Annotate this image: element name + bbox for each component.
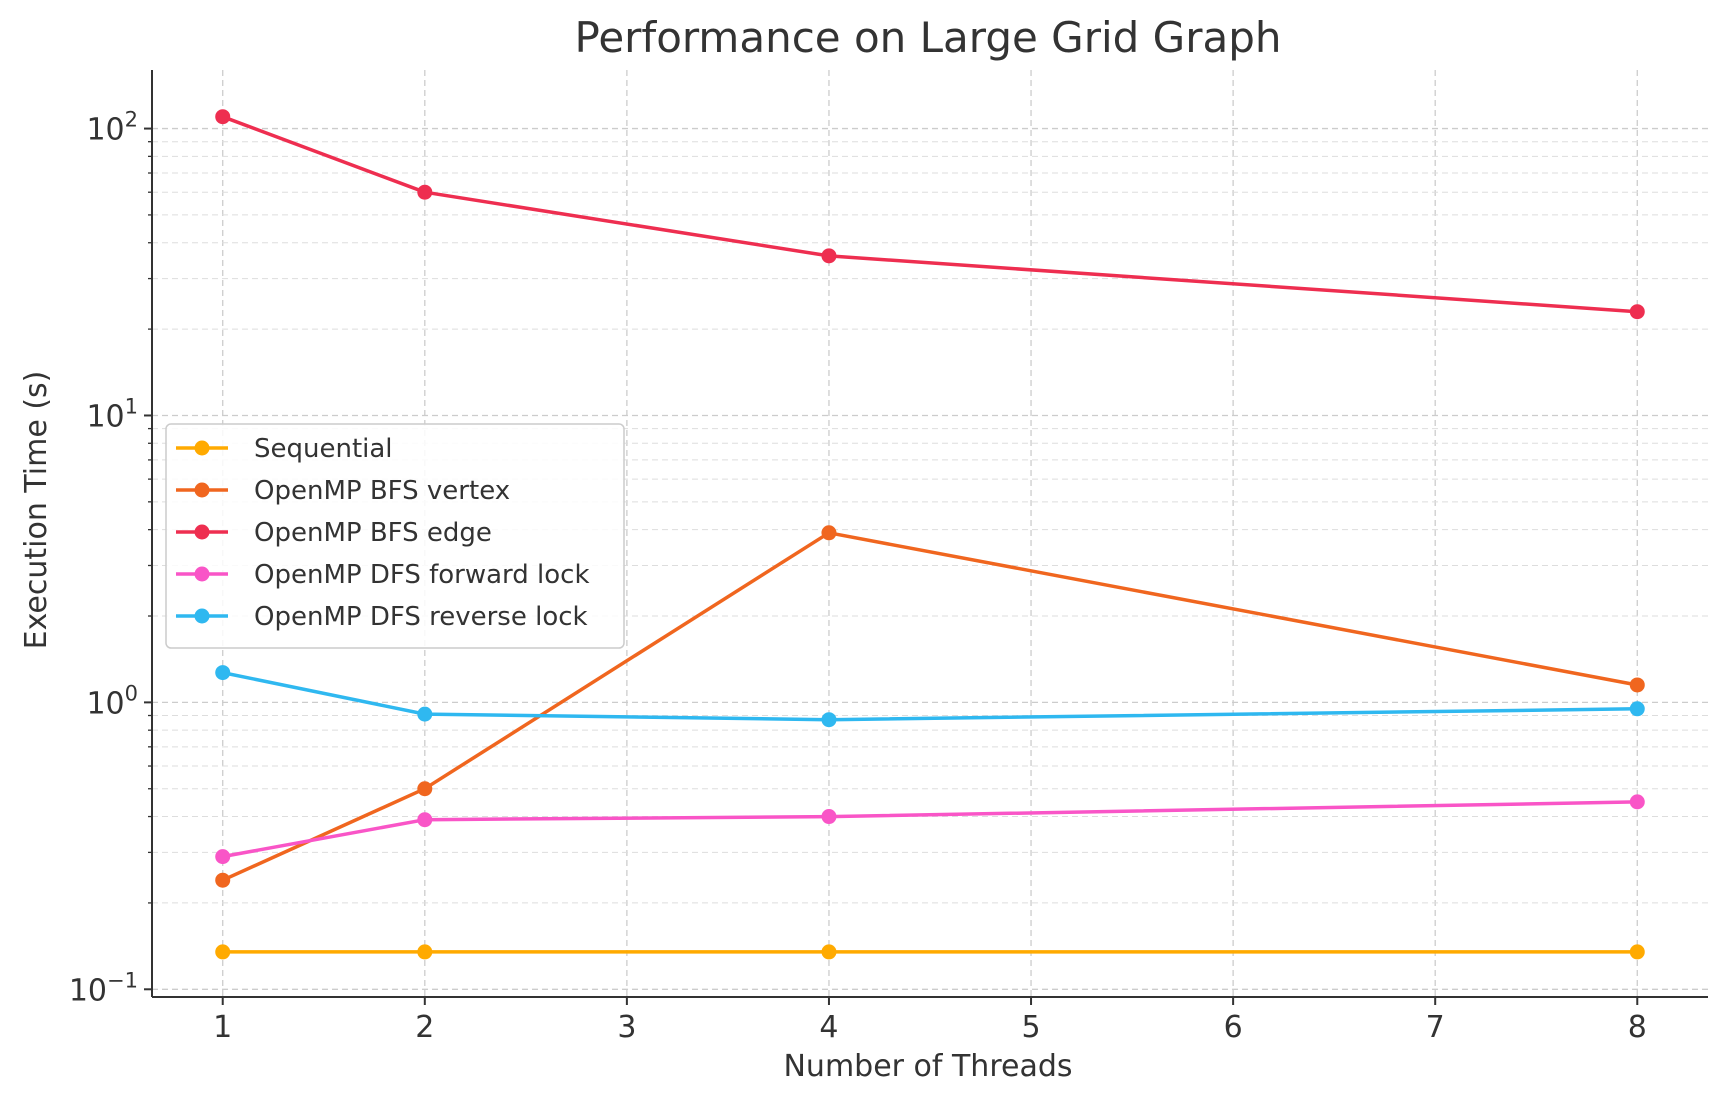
- y-tick-label: 102: [86, 108, 138, 148]
- legend-item: OpenMP BFS edge: [176, 518, 492, 548]
- y-tick-label: 101: [86, 394, 138, 434]
- legend-label: OpenMP DFS forward lock: [254, 560, 590, 590]
- x-tick-label: 1: [213, 1010, 232, 1045]
- data-point: [821, 248, 837, 264]
- data-point: [215, 944, 231, 960]
- legend-item: OpenMP DFS reverse lock: [176, 602, 588, 632]
- legend-item: OpenMP DFS forward lock: [176, 560, 590, 590]
- legend-item: OpenMP BFS vertex: [176, 476, 510, 506]
- data-point: [1629, 701, 1645, 717]
- legend-label: OpenMP BFS edge: [254, 518, 492, 548]
- x-tick-label: 2: [415, 1010, 434, 1045]
- data-point: [821, 809, 837, 825]
- series-2: [215, 109, 1645, 320]
- data-point: [215, 872, 231, 888]
- x-tick-label: 6: [1224, 1010, 1243, 1045]
- series-line: [222, 115, 1638, 314]
- legend-label: Sequential: [254, 434, 393, 464]
- legend-label: OpenMP DFS reverse lock: [254, 602, 588, 632]
- y-tick-label: 100: [86, 681, 138, 721]
- data-point: [215, 665, 231, 681]
- data-point: [821, 525, 837, 541]
- series-line: [222, 670, 1638, 722]
- y-axis-label: Execution Time (s): [19, 371, 54, 650]
- legend-swatch-marker: [194, 566, 210, 582]
- data-point: [215, 849, 231, 865]
- data-point: [821, 944, 837, 960]
- series-1: [215, 525, 1645, 888]
- legend-box: [165, 423, 625, 649]
- series-line: [221, 531, 1638, 882]
- legend-swatch-marker: [194, 608, 210, 624]
- data-point: [417, 944, 433, 960]
- series-lines: [215, 109, 1645, 960]
- data-point: [417, 184, 433, 200]
- data-point: [417, 706, 433, 722]
- series-3: [215, 794, 1645, 865]
- legend-swatch-marker: [194, 524, 210, 540]
- data-point: [417, 781, 433, 797]
- chart-title: Performance on Large Grid Graph: [574, 13, 1281, 62]
- series-4: [215, 665, 1645, 728]
- series-0: [215, 944, 1645, 960]
- x-tick-label: 7: [1426, 1010, 1445, 1045]
- data-point: [1629, 794, 1645, 810]
- x-tick-label: 4: [819, 1010, 838, 1045]
- axes: [144, 70, 1708, 1005]
- legend-swatch-marker: [194, 482, 210, 498]
- data-point: [1629, 944, 1645, 960]
- legend-swatch-marker: [194, 440, 210, 456]
- legend-item: Sequential: [176, 434, 393, 464]
- data-point: [1629, 304, 1645, 320]
- data-point: [1629, 677, 1645, 693]
- y-tick-label: 10−1: [69, 968, 138, 1008]
- legend-label: OpenMP BFS vertex: [254, 476, 510, 506]
- data-point: [215, 109, 231, 125]
- tick-labels: 1 2 3 4 5 6 7 8 10−1 100 101 102: [69, 108, 1647, 1045]
- x-axis-label: Number of Threads: [783, 1049, 1072, 1084]
- series-line: [222, 800, 1638, 859]
- x-tick-label: 5: [1021, 1010, 1040, 1045]
- x-tick-label: 8: [1628, 1010, 1647, 1045]
- x-tick-label: 3: [617, 1010, 636, 1045]
- data-point: [417, 812, 433, 828]
- legend: Sequential OpenMP BFS vertex OpenMP BFS ed…: [165, 423, 625, 649]
- data-point: [821, 712, 837, 728]
